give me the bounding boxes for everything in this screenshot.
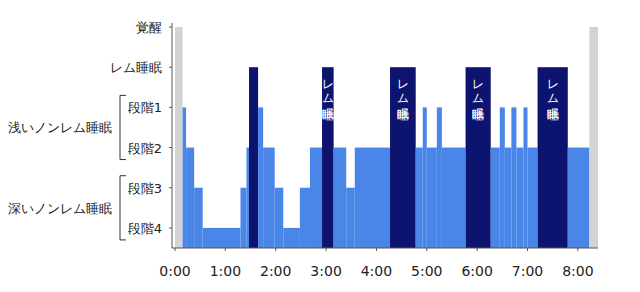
y-tick-label: 段階3 <box>128 181 162 196</box>
group-label: 浅いノンレム睡眠 <box>8 120 112 135</box>
stage-segment <box>355 148 390 248</box>
stage-segment <box>505 148 512 248</box>
stage-segment <box>423 107 427 248</box>
x-tick-label: 3:00 <box>310 263 341 279</box>
y-tick-label: 覚醒 <box>136 20 162 35</box>
x-tick <box>225 248 226 251</box>
y-tick <box>169 67 172 68</box>
stage-segment <box>511 107 516 248</box>
stage-segment <box>528 148 538 248</box>
stage-segment <box>183 107 187 248</box>
stage-segment <box>390 67 416 248</box>
plot-area <box>175 27 598 248</box>
y-axis-line <box>172 23 173 248</box>
x-tick <box>275 248 276 251</box>
stage-segment <box>346 188 355 248</box>
stage-segment <box>300 188 310 248</box>
stage-segment <box>589 27 598 248</box>
annotation: レム睡眠 <box>546 71 560 121</box>
y-tick-label: 段階4 <box>128 221 162 236</box>
x-tick-label: 0:00 <box>159 263 190 279</box>
x-tick <box>577 248 578 251</box>
x-axis-line <box>172 248 598 249</box>
y-tick <box>169 147 172 148</box>
stage-segment <box>500 107 505 248</box>
x-tick-label: 2:00 <box>260 263 291 279</box>
stage-segment <box>416 148 423 248</box>
x-tick-label: 6:00 <box>461 263 492 279</box>
x-tick <box>527 248 528 251</box>
stage-segment <box>516 148 523 248</box>
group-label: 深いノンレム睡眠 <box>8 201 112 216</box>
x-tick-label: 8:00 <box>562 263 593 279</box>
x-tick-label: 7:00 <box>512 263 543 279</box>
group-bracket <box>120 176 126 240</box>
stage-segment <box>263 148 275 248</box>
stage-segment <box>568 148 590 248</box>
stage-segment <box>523 107 527 248</box>
stage-segment <box>175 27 183 248</box>
x-tick <box>175 248 176 251</box>
stage-segment <box>247 148 250 248</box>
annotation: レム睡眠 <box>321 71 335 121</box>
chart: レム睡眠レム睡眠レム睡眠レム睡眠0:001:002:003:004:005:00… <box>0 0 640 292</box>
stage-segment <box>334 148 347 248</box>
x-tick-label: 4:00 <box>361 263 392 279</box>
y-tick-label: 段階2 <box>128 141 162 156</box>
stage-segment <box>310 148 322 248</box>
stage-segment <box>437 107 442 248</box>
x-tick <box>376 248 377 251</box>
stage-segment <box>249 67 258 248</box>
x-tick-label: 1:00 <box>210 263 241 279</box>
annotation: レム睡眠 <box>471 71 485 121</box>
y-tick-label: 段階1 <box>128 100 162 115</box>
y-tick <box>169 227 172 228</box>
stage-segment <box>240 188 246 248</box>
y-tick <box>169 27 172 28</box>
stage-segment <box>275 188 284 248</box>
y-tick <box>169 187 172 188</box>
y-tick-label: レム睡眠 <box>110 60 162 75</box>
y-tick <box>169 107 172 108</box>
annotation: レム睡眠 <box>396 71 410 121</box>
stage-segment <box>442 148 466 248</box>
stage-segment <box>538 67 568 248</box>
group-bracket <box>120 95 126 159</box>
stage-segment <box>283 228 300 248</box>
x-tick <box>326 248 327 251</box>
stage-segment <box>203 228 241 248</box>
x-tick-label: 5:00 <box>411 263 442 279</box>
stage-segment <box>258 107 263 248</box>
stage-segment <box>186 148 194 248</box>
stage-segment <box>427 148 437 248</box>
stage-segment <box>491 148 500 248</box>
x-tick <box>477 248 478 251</box>
stage-segment <box>466 67 491 248</box>
stage-segment <box>194 188 203 248</box>
x-tick <box>426 248 427 251</box>
